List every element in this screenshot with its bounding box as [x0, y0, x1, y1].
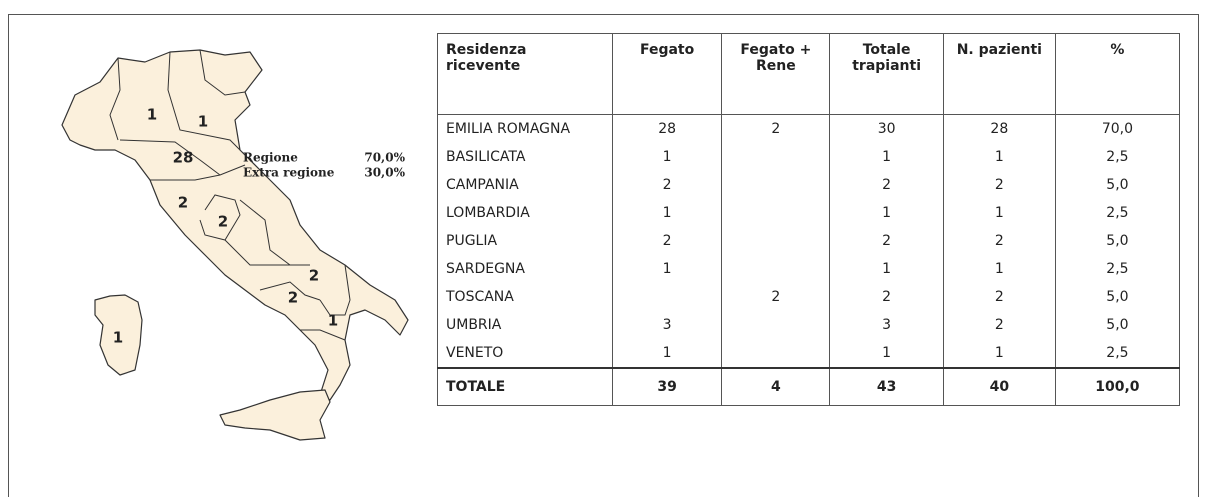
header-row: Residenza ricevente Fegato Fegato + Rene To… [437, 33, 1181, 115]
legend-label: Regione [243, 151, 298, 165]
cell: 1 [829, 255, 944, 283]
region-count: 2 [178, 194, 188, 212]
cell: 28 [942, 114, 1056, 143]
cell: 5,0 [1054, 283, 1181, 311]
mainland [61, 49, 409, 401]
cell: 1 [942, 255, 1056, 283]
cell [721, 199, 831, 227]
cell: 1 [829, 143, 944, 171]
cell [611, 283, 723, 311]
cell: UMBRIA [437, 311, 613, 339]
cell: 1 [942, 199, 1056, 227]
cell: 1 [611, 199, 723, 227]
cell: 3 [611, 311, 723, 339]
region-count: 2 [288, 289, 298, 307]
header-cell: N. pazienti [942, 33, 1056, 115]
row: LOMBARDIA 1 1 1 2,5 [437, 199, 1181, 227]
cell: 1 [611, 143, 723, 171]
frame [8, 14, 1199, 497]
cell: VENETO [437, 339, 613, 368]
cell: 1 [942, 143, 1056, 171]
cell: 2 [942, 171, 1056, 199]
total-row: TOTALE 39 4 43 40 100,0 [437, 367, 1181, 406]
cell: 2 [829, 283, 944, 311]
cell: EMILIA ROMAGNA [437, 114, 613, 143]
legend-value: 70,0% [364, 151, 405, 165]
cell [721, 255, 831, 283]
sardinia [94, 294, 143, 376]
cell [721, 227, 831, 255]
region-count: 2 [218, 213, 228, 231]
cell: 2,5 [1054, 199, 1181, 227]
cell: 2 [829, 227, 944, 255]
table: Residenza ricevente Fegato Fegato + Rene To… [437, 33, 1181, 406]
row: TOSCANA 2 2 2 5,0 [437, 283, 1181, 311]
cell: 5,0 [1054, 171, 1181, 199]
sicily [219, 389, 331, 441]
cell: 5,0 [1054, 311, 1181, 339]
cell: 1 [829, 339, 944, 368]
row: UMBRIA 3 3 2 5,0 [437, 311, 1181, 339]
cell: 2,5 [1054, 143, 1181, 171]
cell: 1 [942, 339, 1056, 368]
cell: BASILICATA [437, 143, 613, 171]
total-cell: 100,0 [1054, 367, 1181, 406]
region-count: 1 [147, 106, 157, 124]
header-cell: Fegato + Rene [721, 33, 831, 115]
row: PUGLIA 2 2 2 5,0 [437, 227, 1181, 255]
cell [721, 311, 831, 339]
row: SARDEGNA 1 1 1 2,5 [437, 255, 1181, 283]
row: EMILIA ROMAGNA 28 2 30 28 70,0 [437, 114, 1181, 143]
cell: PUGLIA [437, 227, 613, 255]
region-count: 1 [113, 329, 123, 347]
total-cell: 39 [611, 367, 723, 406]
cell: SARDEGNA [437, 255, 613, 283]
cell [721, 339, 831, 368]
total-cell: 43 [829, 367, 944, 406]
cell: 2 [721, 114, 831, 143]
header-cell: Totale trapianti [829, 33, 944, 115]
region-count: 2 [309, 267, 319, 285]
region-count: 1 [198, 113, 208, 131]
cell: LOMBARDIA [437, 199, 613, 227]
cell [721, 143, 831, 171]
region-count: 28 [173, 149, 194, 167]
cell: 2 [942, 227, 1056, 255]
legend-label: Extra regione [243, 166, 335, 180]
cell: 3 [829, 311, 944, 339]
cell: 2 [942, 311, 1056, 339]
row: BASILICATA 1 1 1 2,5 [437, 143, 1181, 171]
header-cell: Residenza ricevente [437, 33, 613, 115]
cell: 28 [611, 114, 723, 143]
header-cell: Fegato [611, 33, 723, 115]
cell: 70,0 [1054, 114, 1181, 143]
region-count: 1 [328, 312, 338, 330]
cell: 1 [611, 255, 723, 283]
legend-value: 30,0% [364, 166, 405, 180]
cell: 5,0 [1054, 227, 1181, 255]
cell [721, 171, 831, 199]
cell: TOSCANA [437, 283, 613, 311]
cell: 2,5 [1054, 339, 1181, 368]
cell: 1 [611, 339, 723, 368]
total-cell: TOTALE [437, 367, 613, 406]
row: VENETO 1 1 1 2,5 [437, 339, 1181, 368]
cell: 2 [721, 283, 831, 311]
header-cell: % [1054, 33, 1181, 115]
row: CAMPANIA 2 2 2 5,0 [437, 171, 1181, 199]
cell: 2,5 [1054, 255, 1181, 283]
cell: CAMPANIA [437, 171, 613, 199]
borders [109, 49, 351, 341]
total-cell: 40 [942, 367, 1056, 406]
cell: 2 [829, 171, 944, 199]
cell: 30 [829, 114, 944, 143]
total-cell: 4 [721, 367, 831, 406]
cell: 1 [829, 199, 944, 227]
cell: 2 [942, 283, 1056, 311]
cell: 2 [611, 171, 723, 199]
cell: 2 [611, 227, 723, 255]
